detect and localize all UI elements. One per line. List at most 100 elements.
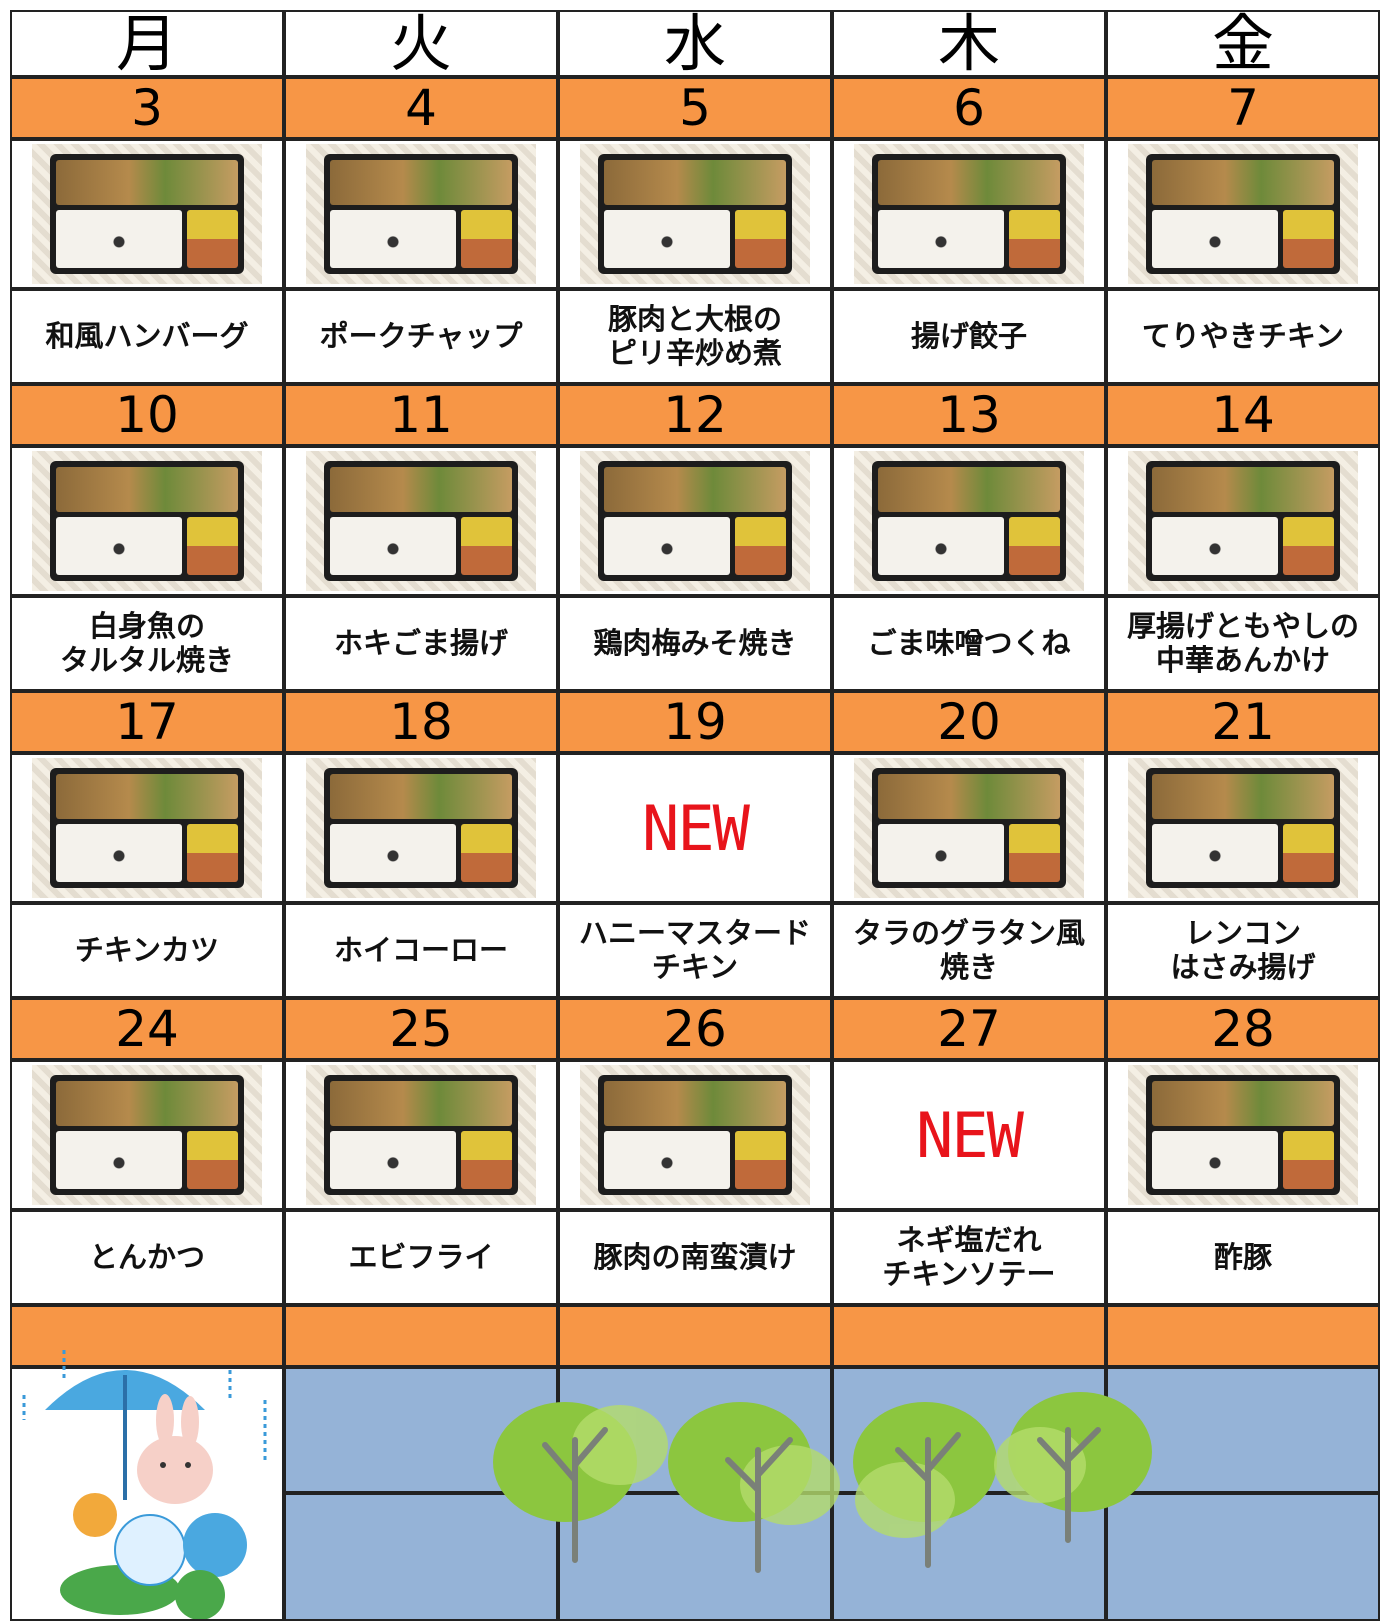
empty-cell <box>558 1367 832 1493</box>
main-dish <box>56 774 238 819</box>
meal-image <box>558 1060 832 1210</box>
bento-photo <box>854 451 1084 591</box>
bento-photo <box>306 451 536 591</box>
main-dish <box>330 1081 512 1126</box>
weekday-header: 水 <box>558 10 832 77</box>
bento-box <box>1146 154 1340 274</box>
meal-image <box>10 139 284 289</box>
meal-image <box>1106 446 1380 596</box>
bento-box <box>50 154 244 274</box>
rice <box>56 209 183 268</box>
rice <box>604 209 731 268</box>
date-cell: 24 <box>10 998 284 1060</box>
rice <box>1152 1130 1279 1189</box>
dish-name: ネギ塩だれ チキンソテー <box>832 1210 1106 1305</box>
meal-image <box>10 1060 284 1210</box>
date-cell: 20 <box>832 691 1106 753</box>
side-dish <box>1283 516 1334 575</box>
side-dish <box>1283 209 1334 268</box>
bento-photo <box>1128 758 1358 898</box>
bento-box <box>872 768 1066 888</box>
date-cell: 27 <box>832 998 1106 1060</box>
meal-image <box>832 139 1106 289</box>
bento-photo <box>1128 451 1358 591</box>
date-cell: 12 <box>558 384 832 446</box>
main-dish <box>1152 160 1334 205</box>
meal-image: NEW <box>558 753 832 903</box>
dish-name: レンコン はさみ揚げ <box>1106 903 1380 998</box>
bento-photo <box>1128 144 1358 284</box>
meal-image <box>832 446 1106 596</box>
meal-image <box>284 1060 558 1210</box>
main-dish <box>330 774 512 819</box>
date-cell: 11 <box>284 384 558 446</box>
meal-image <box>284 446 558 596</box>
dish-name: 厚揚げともやしの 中華あんかけ <box>1106 596 1380 691</box>
date-cell: 4 <box>284 77 558 139</box>
bento-photo <box>1128 1065 1358 1205</box>
rice <box>878 516 1005 575</box>
dish-name: ポークチャップ <box>284 289 558 384</box>
side-dish <box>735 209 786 268</box>
bento-photo <box>306 1065 536 1205</box>
meal-image <box>832 753 1106 903</box>
rice <box>330 516 457 575</box>
rice <box>878 209 1005 268</box>
rice <box>1152 516 1279 575</box>
rice <box>330 823 457 882</box>
empty-cell <box>832 1367 1106 1493</box>
dish-name: エビフライ <box>284 1210 558 1305</box>
side-dish <box>735 1130 786 1189</box>
main-dish <box>56 467 238 512</box>
side-dish <box>461 209 512 268</box>
rice <box>330 1130 457 1189</box>
dish-name: とんかつ <box>10 1210 284 1305</box>
bento-box <box>1146 461 1340 581</box>
empty-cell <box>1106 1493 1380 1621</box>
side-dish <box>461 1130 512 1189</box>
bento-box <box>872 154 1066 274</box>
bento-box <box>598 154 792 274</box>
dish-name: てりやきチキン <box>1106 289 1380 384</box>
meal-image <box>1106 139 1380 289</box>
dish-name: ホキごま揚げ <box>284 596 558 691</box>
bento-box <box>324 768 518 888</box>
dish-name: 豚肉の南蛮漬け <box>558 1210 832 1305</box>
bento-box <box>324 1075 518 1195</box>
main-dish <box>878 774 1060 819</box>
bento-photo <box>306 144 536 284</box>
main-dish <box>604 160 786 205</box>
dish-name: 豚肉と大根の ピリ辛炒め煮 <box>558 289 832 384</box>
rice <box>1152 823 1279 882</box>
empty-cell <box>284 1493 558 1621</box>
dish-name: ハニーマスタード チキン <box>558 903 832 998</box>
side-dish <box>187 209 238 268</box>
main-dish <box>330 467 512 512</box>
rice <box>56 823 183 882</box>
bento-photo <box>32 451 262 591</box>
bento-photo <box>306 758 536 898</box>
empty-cell <box>1106 1367 1380 1493</box>
dish-name: 白身魚の タルタル焼き <box>10 596 284 691</box>
bento-box <box>1146 768 1340 888</box>
dish-name: ホイコーロー <box>284 903 558 998</box>
side-dish <box>187 1130 238 1189</box>
main-dish <box>56 160 238 205</box>
date-cell: 6 <box>832 77 1106 139</box>
bento-box <box>598 1075 792 1195</box>
empty-date-cell <box>1106 1305 1380 1367</box>
dish-name: チキンカツ <box>10 903 284 998</box>
bento-photo <box>32 144 262 284</box>
side-dish <box>1283 823 1334 882</box>
date-cell: 26 <box>558 998 832 1060</box>
bento-photo <box>580 144 810 284</box>
dish-name: タラのグラタン風 焼き <box>832 903 1106 998</box>
rice <box>604 516 731 575</box>
bento-photo <box>854 144 1084 284</box>
dish-name: 和風ハンバーグ <box>10 289 284 384</box>
side-dish <box>735 516 786 575</box>
side-dish <box>1283 1130 1334 1189</box>
empty-date-cell <box>558 1305 832 1367</box>
main-dish <box>1152 774 1334 819</box>
